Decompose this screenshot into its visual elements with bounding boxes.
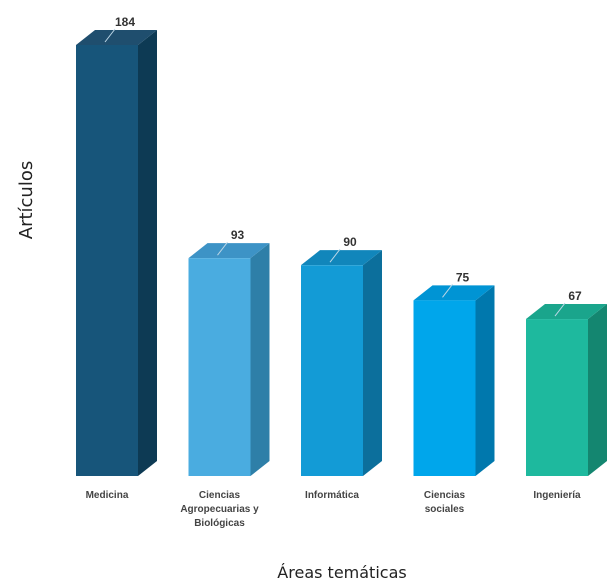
bar-3: 75 Ciencias sociales <box>413 270 495 515</box>
category-label-line: Biológicas <box>194 518 245 529</box>
bar-top <box>76 30 157 45</box>
bar-front <box>301 265 363 476</box>
value-label: 67 <box>568 289 582 303</box>
x-axis-label: Áreas temáticas <box>277 563 406 582</box>
bar-1: 93 Ciencias Agropecuarias y Biológicas <box>180 228 270 529</box>
bar-0: 184 Medicina <box>76 15 157 501</box>
value-label: 90 <box>343 235 357 249</box>
bar-front <box>413 300 476 476</box>
bar-side <box>250 243 270 476</box>
bar-top <box>188 243 270 259</box>
category-label: Ciencias Agropecuarias y Biológicas <box>180 490 259 529</box>
category-label-line: Medicina <box>86 490 129 501</box>
bar-side <box>475 285 495 476</box>
y-axis-label: Artículos <box>16 161 37 239</box>
bar-front <box>76 45 138 476</box>
bar-4: 67 Ingeniería <box>526 289 607 501</box>
bar-top <box>526 304 607 320</box>
bars-group: 184 Medicina 93 Ciencias Agropecuarias y Biol… <box>76 15 607 529</box>
value-leader-line <box>554 302 566 317</box>
category-label-line: Ciencias <box>199 490 241 501</box>
bar-side <box>588 304 607 476</box>
category-label-line: Ciencias <box>424 490 466 501</box>
bar-front <box>526 319 588 476</box>
category-label-line: sociales <box>425 504 465 515</box>
category-label: Ingeniería <box>533 490 581 501</box>
bar-front <box>188 258 251 476</box>
category-label-line: Agropecuarias y <box>180 504 259 515</box>
category-label: Medicina <box>86 490 129 501</box>
category-label: Informática <box>305 490 359 501</box>
bar-top <box>301 250 382 266</box>
value-label: 75 <box>456 270 470 284</box>
bar-side <box>138 30 157 476</box>
value-leader-line <box>217 241 228 256</box>
category-label: Ciencias sociales <box>424 490 466 515</box>
bar-2: 90 Informática <box>301 235 382 501</box>
value-leader-line <box>329 248 341 263</box>
value-leader-line <box>104 28 116 43</box>
bar-side <box>363 250 382 476</box>
category-label-line: Ingeniería <box>533 490 581 501</box>
category-label-line: Informática <box>305 490 359 501</box>
value-leader-line <box>442 284 453 298</box>
bar-top <box>413 285 495 301</box>
value-label: 93 <box>231 228 245 242</box>
value-label: 184 <box>115 15 135 29</box>
